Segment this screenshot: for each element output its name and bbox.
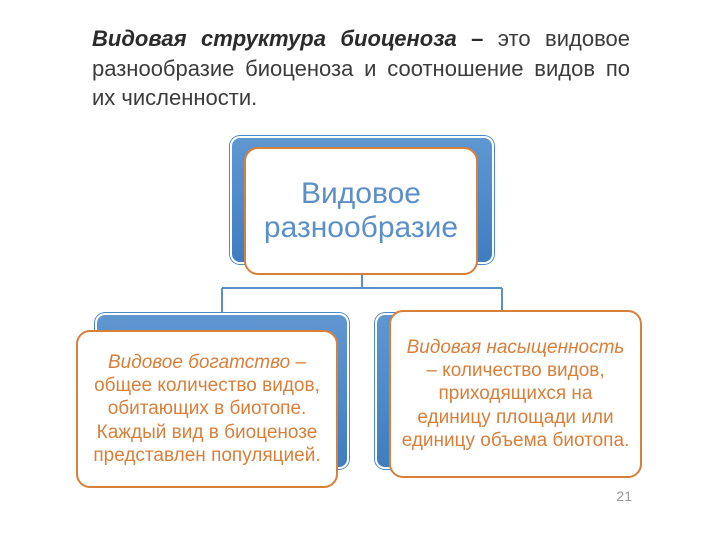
tree-child-right-term: Видовая насыщенность xyxy=(407,337,625,358)
tree-root-label: Видовое разнообразие xyxy=(256,177,466,246)
tree-child-right-sep: – xyxy=(426,360,442,381)
tree-child-left-term: Видовое богатство xyxy=(108,352,290,373)
tree-child-callout-right: Видовая насыщенность – количество видов,… xyxy=(389,310,642,478)
heading-term: Видовая структура биоценоза xyxy=(92,26,457,51)
tree-child-left-sep: – xyxy=(290,352,306,373)
tree-child-callout-left: Видовое богатство – общее количество вид… xyxy=(76,330,338,488)
tree-root-callout: Видовое разнообразие xyxy=(244,147,478,275)
tree-child-left-rest: общее количество видов, обитающих в биот… xyxy=(93,375,320,466)
heading-dash: – xyxy=(457,26,498,51)
tree-child-right-text: Видовая насыщенность – количество видов,… xyxy=(401,336,630,452)
tree-child-left-text: Видовое богатство – общее количество вид… xyxy=(88,351,326,467)
page-number: 21 xyxy=(616,488,632,504)
heading-paragraph: Видовая структура биоценоза – это видово… xyxy=(92,24,630,113)
